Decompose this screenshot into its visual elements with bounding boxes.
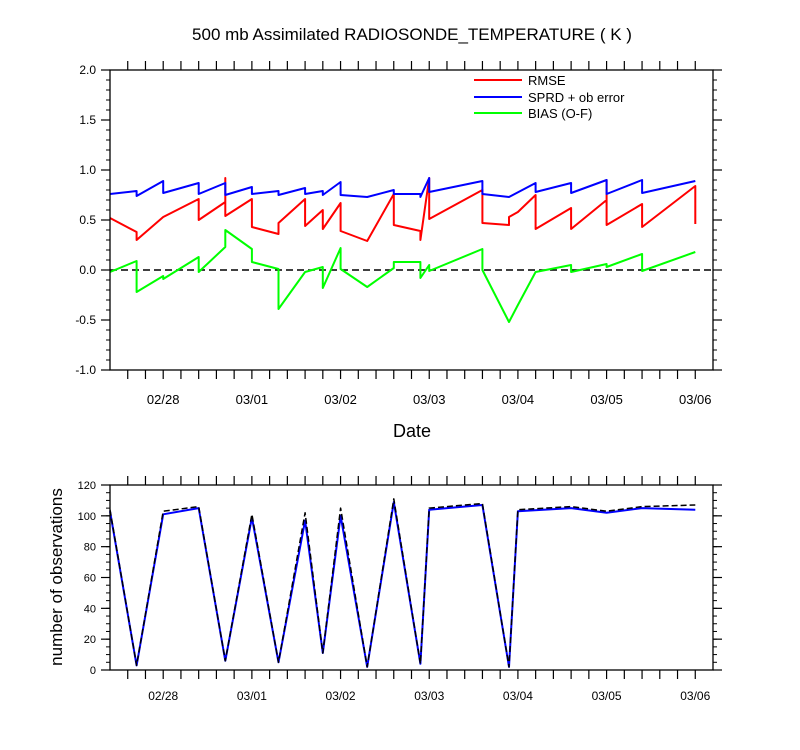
bottom-plot-frame: [109, 484, 714, 671]
top-plot: -1.0 -0.5 0.0 0.5 1.0 1.5 2.0 02/28 03/01 03/02 03…: [75, 61, 722, 407]
top-series-line: [109, 229, 696, 323]
bottom-x-tick-label: 03/06: [680, 689, 710, 703]
top-x-tick-label: 03/06: [679, 392, 712, 407]
bottom-series-line: [109, 498, 696, 668]
top-x-tick-label: 03/05: [590, 392, 623, 407]
top-y-tick-label: 2.0: [79, 63, 96, 77]
bottom-y-tick-label: 20: [84, 634, 96, 646]
top-series-line: [109, 177, 696, 198]
top-x-tick-label: 03/02: [324, 392, 357, 407]
bottom-plot: 0 20 40 60 80 100 120 02/28 03/01 03/02 03/03 03/04…: [78, 476, 722, 703]
bottom-x-tick-label: 03/01: [237, 689, 267, 703]
top-y-tick-label: 0.5: [79, 213, 96, 227]
bottom-x-tick-label: 03/04: [503, 689, 533, 703]
bottom-x-tick-label: 03/03: [414, 689, 444, 703]
legend-label-rmse: RMSE: [528, 73, 566, 88]
legend-label-sprd: SPRD + ob error: [528, 90, 625, 105]
bottom-y-tick-label: 100: [78, 511, 96, 523]
top-x-tick-label: 03/04: [502, 392, 535, 407]
top-x-tick-label: 03/03: [413, 392, 446, 407]
bottom-x-tick-label: 03/02: [326, 689, 356, 703]
top-y-tick-label: 1.0: [79, 163, 96, 177]
legend: RMSE SPRD + ob error BIAS (O-F): [474, 73, 625, 121]
legend-label-bias: BIAS (O-F): [528, 106, 592, 121]
bottom-x-tick-label: 03/05: [592, 689, 622, 703]
bottom-y-tick-label: 40: [84, 603, 96, 615]
bottom-y-tick-label: 60: [84, 573, 96, 585]
y-axis-label-observations: number of observations: [47, 488, 66, 666]
x-axis-label: Date: [393, 421, 431, 441]
top-y-tick-label: 1.5: [79, 113, 96, 127]
top-y-tick-label: -0.5: [75, 313, 96, 327]
chart-title: 500 mb Assimilated RADIOSONDE_TEMPERATUR…: [192, 25, 632, 44]
top-x-tick-label: 02/28: [147, 392, 180, 407]
top-y-tick-label: 0.0: [79, 263, 96, 277]
bottom-series-line: [109, 501, 696, 668]
top-y-tick-label: -1.0: [75, 363, 96, 377]
bottom-y-tick-label: 0: [90, 665, 96, 677]
bottom-y-tick-label: 120: [78, 480, 96, 492]
top-plot-frame: [109, 69, 714, 371]
bottom-x-tick-label: 02/28: [148, 689, 178, 703]
bottom-y-tick-label: 80: [84, 542, 96, 554]
top-x-tick-label: 03/01: [236, 392, 269, 407]
